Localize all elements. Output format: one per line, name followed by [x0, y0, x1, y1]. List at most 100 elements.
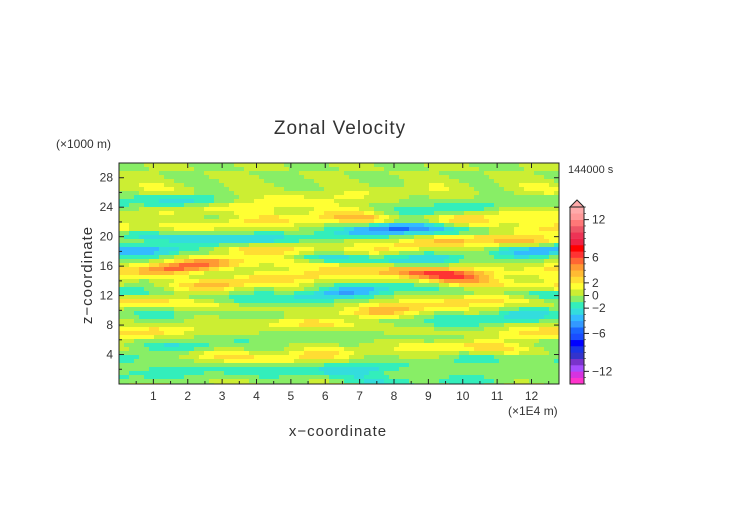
field-cell — [244, 263, 250, 268]
field-cell — [369, 343, 375, 348]
field-cell — [469, 351, 475, 356]
field-cell — [204, 195, 210, 200]
field-cell — [164, 247, 170, 252]
field-cell — [374, 279, 380, 284]
field-cell — [474, 347, 480, 352]
field-cell — [189, 271, 195, 276]
field-cell — [229, 195, 235, 200]
field-cell — [119, 235, 125, 240]
field-cell — [149, 251, 155, 256]
field-cell — [524, 315, 530, 320]
field-cell — [259, 307, 265, 312]
field-cell — [499, 295, 505, 300]
field-cell — [174, 167, 180, 172]
field-cell — [254, 343, 260, 348]
field-cell — [389, 375, 395, 380]
field-cell — [469, 299, 475, 304]
field-cell — [199, 327, 205, 332]
field-cell — [494, 219, 500, 224]
field-cell — [399, 275, 405, 280]
field-cell — [189, 175, 195, 180]
field-cell — [214, 295, 220, 300]
field-cell — [474, 211, 480, 216]
field-cell — [224, 299, 230, 304]
field-cell — [129, 271, 135, 276]
field-cell — [149, 307, 155, 312]
field-cell — [504, 323, 510, 328]
field-cell — [359, 375, 365, 380]
field-cell — [529, 307, 535, 312]
field-cell — [129, 367, 135, 372]
field-cell — [389, 275, 395, 280]
field-cell — [134, 227, 140, 232]
field-cell — [199, 295, 205, 300]
field-cell — [214, 195, 220, 200]
field-cell — [384, 215, 390, 220]
field-cell — [364, 235, 370, 240]
field-cell — [384, 295, 390, 300]
field-cell — [249, 191, 255, 196]
field-cell — [429, 347, 435, 352]
field-cell — [344, 235, 350, 240]
field-cell — [264, 227, 270, 232]
field-cell — [429, 319, 435, 324]
field-cell — [234, 231, 240, 236]
field-cell — [549, 247, 555, 252]
field-cell — [254, 287, 260, 292]
field-cell — [419, 315, 425, 320]
field-cell — [239, 323, 245, 328]
field-cell — [424, 175, 430, 180]
field-cell — [209, 207, 215, 212]
field-cell — [174, 363, 180, 368]
field-cell — [279, 191, 285, 196]
field-cell — [394, 231, 400, 236]
field-cell — [369, 231, 375, 236]
field-cell — [344, 239, 350, 244]
field-cell — [514, 347, 520, 352]
field-cell — [164, 219, 170, 224]
field-cell — [264, 335, 270, 340]
field-cell — [294, 291, 300, 296]
field-cell — [439, 235, 445, 240]
field-cell — [314, 195, 320, 200]
field-cell — [534, 227, 540, 232]
field-cell — [314, 243, 320, 248]
field-cell — [354, 255, 360, 260]
field-cell — [139, 171, 145, 176]
field-cell — [404, 263, 410, 268]
field-cell — [404, 275, 410, 280]
field-cell — [534, 351, 540, 356]
field-cell — [139, 319, 145, 324]
field-cell — [139, 355, 145, 360]
field-cell — [464, 235, 470, 240]
field-cell — [299, 243, 305, 248]
field-cell — [554, 275, 560, 280]
field-cell — [309, 243, 315, 248]
field-cell — [469, 231, 475, 236]
field-cell — [149, 279, 155, 284]
field-cell — [344, 347, 350, 352]
field-cell — [484, 279, 490, 284]
field-cell — [399, 243, 405, 248]
field-cell — [279, 327, 285, 332]
field-cell — [444, 339, 450, 344]
field-cell — [124, 379, 130, 384]
field-cell — [294, 259, 300, 264]
field-cell — [359, 307, 365, 312]
field-cell — [124, 327, 130, 332]
field-cell — [314, 171, 320, 176]
field-cell — [294, 379, 300, 384]
field-cell — [329, 299, 335, 304]
field-cell — [424, 335, 430, 340]
field-cell — [379, 255, 385, 260]
field-cell — [224, 323, 230, 328]
field-cell — [179, 295, 185, 300]
field-cell — [414, 295, 420, 300]
field-cell — [449, 251, 455, 256]
field-cell — [229, 259, 235, 264]
field-cell — [524, 355, 530, 360]
field-cell — [224, 363, 230, 368]
field-cell — [209, 187, 215, 192]
field-cell — [304, 199, 310, 204]
field-cell — [224, 207, 230, 212]
